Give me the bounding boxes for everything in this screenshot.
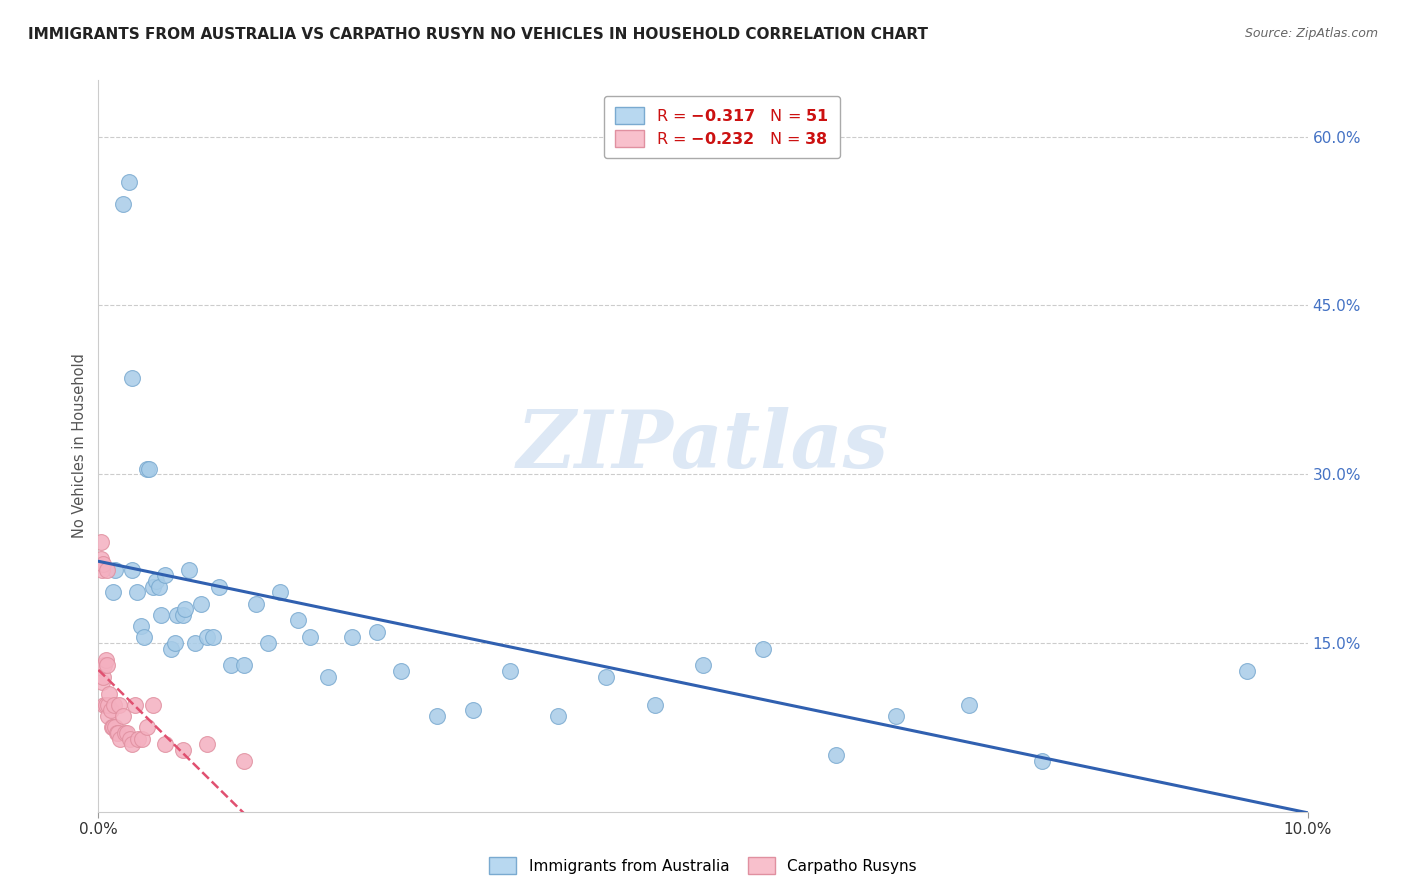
Point — [163, 636, 186, 650]
Point — [118, 175, 141, 189]
Point — [269, 585, 291, 599]
Point — [316, 670, 339, 684]
Point — [195, 630, 218, 644]
Point — [114, 726, 136, 740]
Point — [108, 731, 131, 746]
Point — [166, 607, 188, 622]
Point — [208, 580, 231, 594]
Point — [138, 461, 160, 475]
Point — [202, 630, 225, 644]
Point — [97, 709, 120, 723]
Point — [90, 534, 112, 549]
Point — [232, 658, 254, 673]
Point — [190, 597, 212, 611]
Legend: R = $\mathbf{-0.317}$   N = $\mathbf{51}$, R = $\mathbf{-0.232}$   N = $\mathbf{: R = $\mathbf{-0.317}$ N = $\mathbf{51}$,… — [603, 95, 841, 159]
Point — [232, 754, 254, 768]
Legend: Immigrants from Australia, Carpatho Rusyns: Immigrants from Australia, Carpatho Rusy… — [482, 851, 924, 880]
Point — [142, 698, 165, 712]
Point — [287, 614, 309, 628]
Point — [752, 641, 775, 656]
Point — [135, 461, 157, 475]
Point — [118, 731, 141, 746]
Point — [108, 698, 131, 712]
Point — [692, 658, 714, 673]
Point — [91, 675, 114, 690]
Point — [121, 563, 143, 577]
Point — [142, 580, 165, 594]
Point — [94, 698, 117, 712]
Point — [366, 624, 388, 639]
Point — [96, 563, 118, 577]
Point — [121, 737, 143, 751]
Point — [245, 597, 267, 611]
Point — [957, 698, 980, 712]
Point — [172, 607, 194, 622]
Point — [595, 670, 617, 684]
Point — [426, 709, 449, 723]
Point — [124, 698, 146, 712]
Point — [94, 653, 117, 667]
Text: IMMIGRANTS FROM AUSTRALIA VS CARPATHO RUSYN NO VEHICLES IN HOUSEHOLD CORRELATION: IMMIGRANTS FROM AUSTRALIA VS CARPATHO RU… — [28, 27, 928, 42]
Point — [134, 630, 156, 644]
Point — [107, 726, 129, 740]
Point — [127, 585, 149, 599]
Point — [100, 703, 122, 717]
Point — [121, 371, 143, 385]
Point — [101, 720, 124, 734]
Point — [91, 670, 114, 684]
Point — [104, 563, 127, 577]
Point — [97, 698, 120, 712]
Point — [160, 641, 183, 656]
Point — [256, 636, 278, 650]
Point — [886, 709, 908, 723]
Point — [111, 197, 134, 211]
Point — [127, 731, 149, 746]
Point — [150, 607, 173, 622]
Text: ZIPatlas: ZIPatlas — [517, 408, 889, 484]
Text: Source: ZipAtlas.com: Source: ZipAtlas.com — [1244, 27, 1378, 40]
Point — [104, 720, 127, 734]
Point — [117, 726, 139, 740]
Point — [153, 568, 176, 582]
Point — [825, 748, 848, 763]
Point — [100, 720, 122, 734]
Point — [153, 737, 176, 751]
Point — [96, 658, 118, 673]
Point — [98, 687, 121, 701]
Point — [91, 557, 114, 571]
Point — [111, 709, 134, 723]
Point — [221, 658, 243, 673]
Point — [179, 563, 201, 577]
Point — [1031, 754, 1053, 768]
Point — [93, 658, 115, 673]
Point — [148, 580, 170, 594]
Point — [644, 698, 666, 712]
Point — [174, 602, 197, 616]
Point — [498, 664, 520, 678]
Point — [1236, 664, 1258, 678]
Point — [342, 630, 364, 644]
Point — [131, 731, 153, 746]
Point — [172, 743, 194, 757]
Point — [463, 703, 485, 717]
Point — [389, 664, 412, 678]
Point — [93, 698, 115, 712]
Point — [299, 630, 322, 644]
Point — [90, 551, 112, 566]
Point — [547, 709, 569, 723]
Point — [103, 698, 125, 712]
Point — [105, 726, 128, 740]
Point — [195, 737, 218, 751]
Point — [129, 619, 152, 633]
Point — [184, 636, 207, 650]
Point — [101, 585, 124, 599]
Y-axis label: No Vehicles in Household: No Vehicles in Household — [72, 353, 87, 539]
Point — [91, 563, 114, 577]
Point — [135, 720, 157, 734]
Point — [145, 574, 167, 588]
